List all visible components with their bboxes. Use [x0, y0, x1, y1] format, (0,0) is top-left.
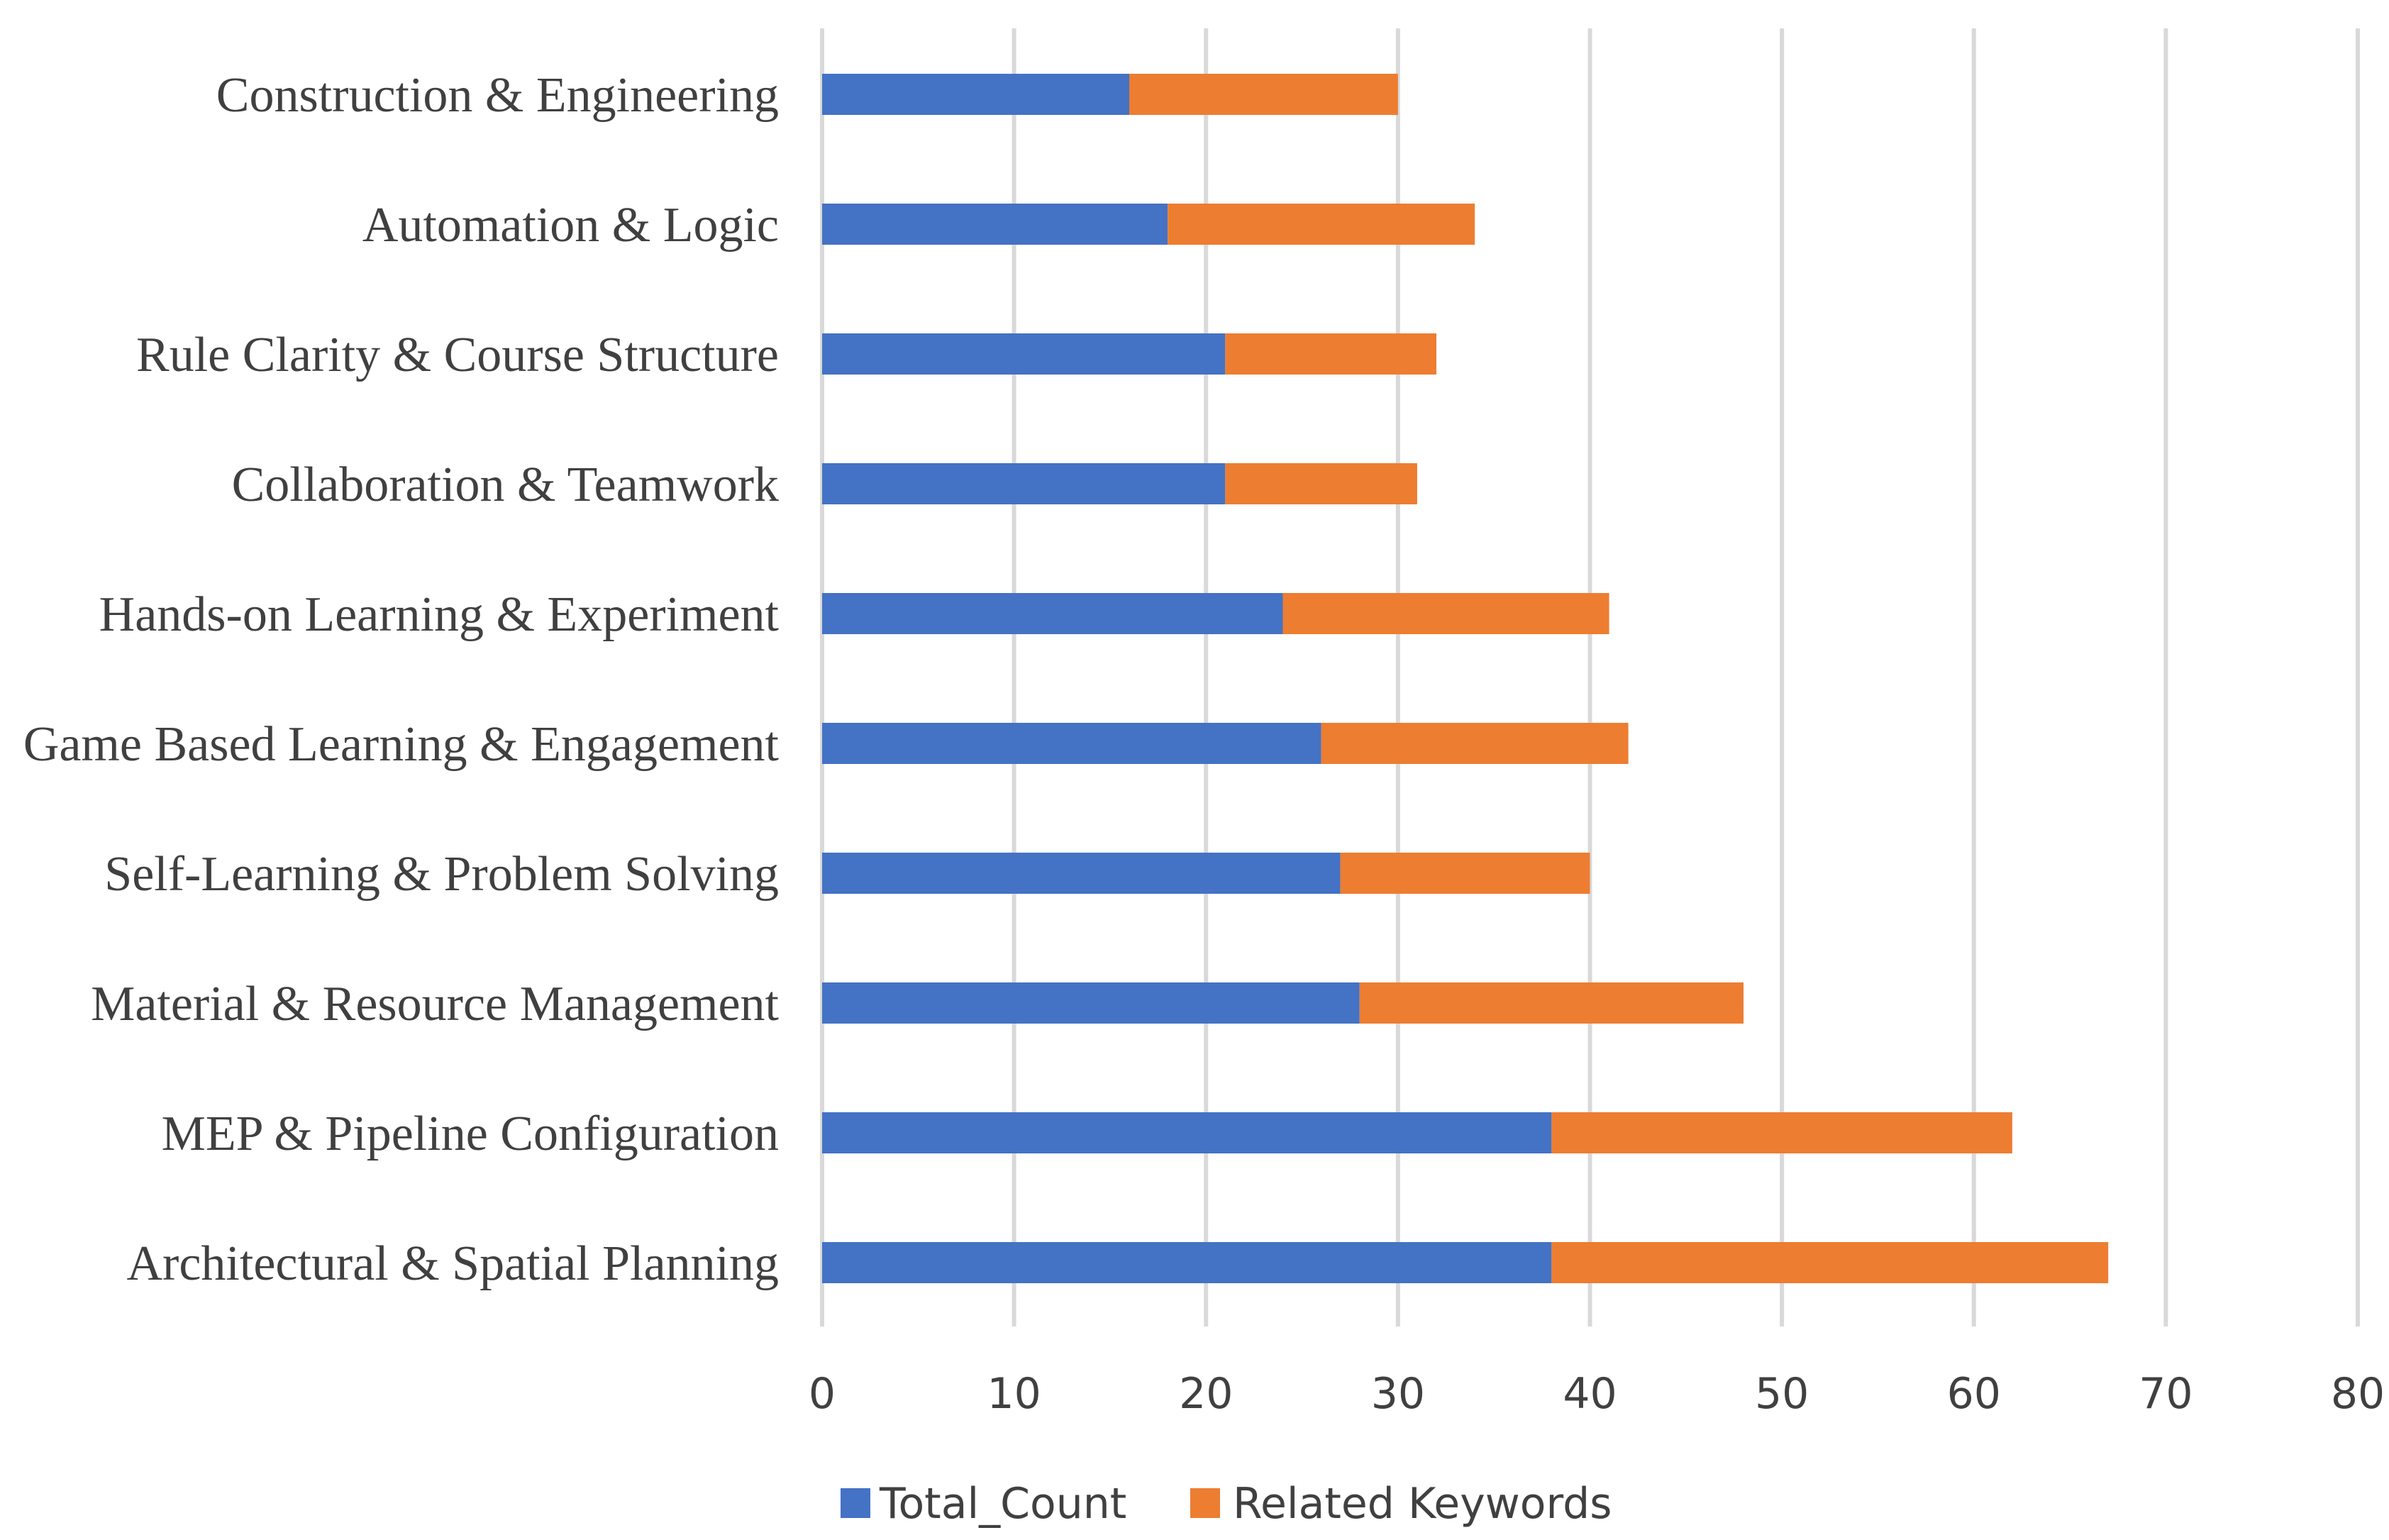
- x-tick-label: 10: [987, 1369, 1041, 1419]
- category-label: Game Based Learning & Engagement: [23, 717, 780, 772]
- bar-related-keywords: [1282, 593, 1609, 634]
- x-tick-label: 20: [1179, 1369, 1233, 1419]
- bar-related-keywords: [1340, 853, 1590, 894]
- category-label: Collaboration & Teamwork: [232, 458, 779, 512]
- category-label: MEP & Pipeline Configuration: [162, 1107, 779, 1161]
- x-tick-label: 70: [2139, 1369, 2193, 1419]
- category-label: Self-Learning & Problem Solving: [104, 847, 779, 902]
- bar-total-count: [822, 853, 1341, 894]
- bar-total-count: [822, 1112, 1552, 1153]
- x-tick-label: 60: [1947, 1369, 2001, 1419]
- bar-total-count: [822, 204, 1168, 245]
- category-label: Architectural & Spatial Planning: [126, 1236, 779, 1291]
- x-axis-tick-labels: 0 10 20 30 40 50 60 70 80: [809, 1369, 2385, 1419]
- bar-total-count: [822, 982, 1360, 1024]
- bar-total-count: [822, 723, 1321, 764]
- legend-swatch-total-count: [841, 1488, 870, 1518]
- bar-total-count: [822, 593, 1283, 634]
- legend-swatch-related-keywords: [1190, 1488, 1220, 1518]
- bar-related-keywords: [1551, 1242, 2109, 1283]
- bar-related-keywords: [1168, 204, 1475, 245]
- legend-label-total-count: Total_Count: [879, 1479, 1126, 1529]
- bar-total-count: [822, 1242, 1552, 1283]
- legend: Total_Count Related Keywords: [841, 1479, 1612, 1529]
- x-tick-label: 50: [1755, 1369, 1809, 1419]
- bar-total-count: [822, 74, 1129, 115]
- category-label: Material & Resource Management: [91, 977, 779, 1031]
- bar-related-keywords: [1225, 463, 1417, 504]
- bar-total-count: [822, 333, 1226, 375]
- bar-related-keywords: [1225, 333, 1436, 375]
- x-tick-label: 30: [1371, 1369, 1425, 1419]
- bar-related-keywords: [1321, 723, 1629, 764]
- legend-label-related-keywords: Related Keywords: [1233, 1479, 1612, 1529]
- category-label: Construction & Engineering: [216, 68, 779, 123]
- category-label: Rule Clarity & Course Structure: [136, 328, 779, 382]
- bar-total-count: [822, 463, 1226, 504]
- bar-related-keywords: [1359, 982, 1744, 1024]
- x-tick-label: 0: [809, 1369, 836, 1419]
- category-label: Automation & Logic: [362, 198, 779, 253]
- bar-related-keywords: [1551, 1112, 2012, 1153]
- x-tick-label: 40: [1563, 1369, 1617, 1419]
- bar-related-keywords: [1129, 74, 1398, 115]
- category-label: Hands-on Learning & Experiment: [99, 587, 780, 642]
- category-labels: Architectural & Spatial Planning MEP & Pi…: [23, 68, 780, 1291]
- bars: [822, 74, 2109, 1283]
- x-tick-label: 80: [2331, 1369, 2385, 1419]
